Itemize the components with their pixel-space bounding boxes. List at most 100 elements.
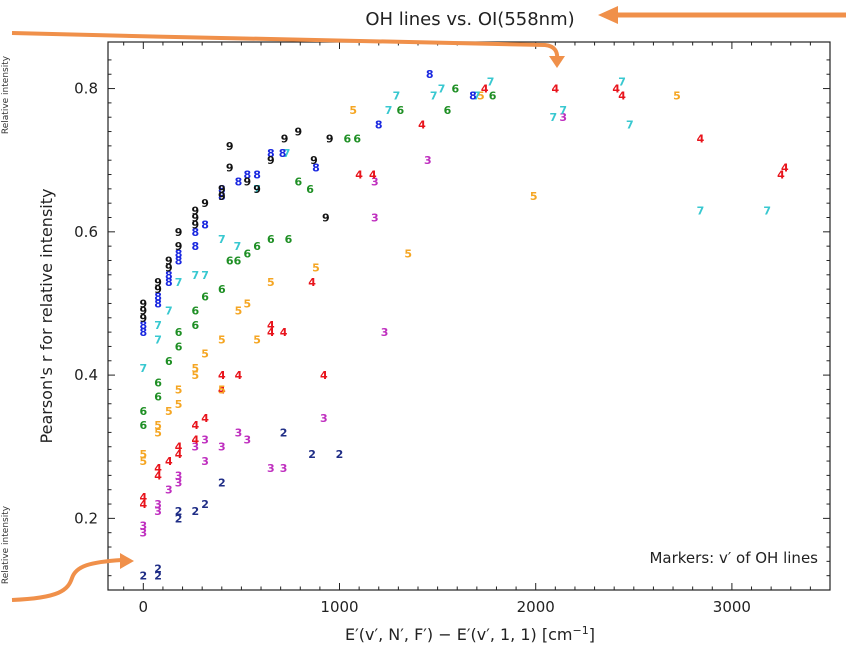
x-axis-label: E′(v′, N′, F′) − E′(v′, 1, 1) [cm−1] — [345, 624, 595, 645]
marker-v3: 3 — [280, 462, 288, 475]
marker-v6: 6 — [294, 176, 302, 189]
marker-v3: 3 — [201, 455, 209, 468]
marker-v3: 3 — [201, 434, 209, 447]
marker-v9: 9 — [218, 183, 226, 196]
side-label-bottom: Relative intensity — [1, 505, 11, 584]
marker-v2: 2 — [191, 505, 199, 518]
marker-v3: 3 — [191, 441, 199, 454]
marker-v5: 5 — [154, 419, 162, 432]
marker-v7: 7 — [218, 233, 226, 246]
marker-v7: 7 — [618, 75, 626, 88]
marker-v6: 6 — [191, 305, 199, 318]
marker-v4: 4 — [280, 326, 288, 339]
y-tick-label: 0.4 — [74, 366, 98, 384]
marker-v8: 8 — [375, 118, 383, 131]
marker-v2: 2 — [218, 477, 226, 490]
marker-v4: 4 — [191, 419, 199, 432]
marker-v8: 8 — [469, 90, 477, 103]
marker-v7: 7 — [139, 362, 147, 375]
marker-v8: 8 — [139, 326, 147, 339]
marker-v9: 9 — [326, 133, 334, 146]
marker-v7: 7 — [438, 83, 446, 96]
marker-v3: 3 — [267, 462, 275, 475]
marker-v2: 2 — [139, 570, 147, 583]
marker-v4: 4 — [267, 326, 275, 339]
marker-v8: 8 — [165, 276, 173, 289]
marker-v3: 3 — [559, 111, 567, 124]
x-tick-label: 2000 — [517, 598, 555, 616]
marker-v9: 9 — [310, 154, 318, 167]
marker-v9: 9 — [175, 226, 183, 239]
marker-v7: 7 — [283, 147, 291, 160]
marker-v7: 7 — [234, 240, 242, 253]
marker-v9: 9 — [253, 183, 261, 196]
marker-v8: 8 — [175, 247, 183, 260]
marker-v8: 8 — [139, 319, 147, 332]
marker-v4: 4 — [201, 412, 209, 425]
marker-v3: 3 — [371, 212, 379, 225]
marker-v7: 7 — [559, 104, 567, 117]
marker-v3: 3 — [175, 477, 183, 490]
marker-v9: 9 — [201, 197, 209, 210]
y-tick-label: 0.2 — [74, 509, 98, 527]
marker-v8: 8 — [267, 147, 275, 160]
marker-v4: 4 — [175, 448, 183, 461]
marker-v8: 8 — [175, 254, 183, 267]
x-tick-label: 3000 — [713, 598, 751, 616]
marker-v4: 4 — [697, 133, 705, 146]
marker-v5: 5 — [243, 297, 251, 310]
marker-v5: 5 — [191, 362, 199, 375]
marker-v9: 9 — [139, 305, 147, 318]
marker-v8: 8 — [191, 240, 199, 253]
markers-annotation: Markers: v′ of OH lines — [649, 549, 818, 567]
marker-v8: 8 — [235, 176, 243, 189]
marker-v8: 8 — [165, 269, 173, 282]
marker-v8: 8 — [201, 219, 209, 232]
marker-v4: 4 — [218, 369, 226, 382]
marker-v8: 8 — [243, 169, 251, 182]
marker-v6: 6 — [353, 133, 361, 146]
marker-v7: 7 — [253, 183, 261, 196]
marker-v9: 9 — [294, 126, 302, 139]
title-callout-arrow-head — [598, 6, 618, 24]
marker-v4: 4 — [418, 118, 426, 131]
marker-v4: 4 — [267, 319, 275, 332]
marker-v7: 7 — [697, 204, 705, 217]
marker-v9: 9 — [243, 176, 251, 189]
marker-v4: 4 — [355, 169, 363, 182]
marker-v5: 5 — [235, 305, 243, 318]
marker-v8: 8 — [426, 68, 434, 81]
y-tick-label: 0.6 — [74, 223, 98, 241]
marker-v5: 5 — [404, 247, 412, 260]
marker-v6: 6 — [139, 405, 147, 418]
marker-v9: 9 — [281, 133, 289, 146]
marker-v6: 6 — [175, 326, 183, 339]
marker-v6: 6 — [444, 104, 452, 117]
marker-v7: 7 — [191, 269, 199, 282]
bottom-curve-arrow — [11, 558, 123, 602]
marker-v9: 9 — [191, 219, 199, 232]
marker-v7: 7 — [175, 276, 183, 289]
x-tick-label: 1000 — [320, 598, 358, 616]
marker-v8: 8 — [154, 297, 162, 310]
marker-v4: 4 — [154, 469, 162, 482]
marker-v7: 7 — [550, 111, 558, 124]
marker-v4: 4 — [175, 441, 183, 454]
marker-v6: 6 — [154, 376, 162, 389]
marker-v3: 3 — [154, 505, 162, 518]
marker-v5: 5 — [165, 405, 173, 418]
marker-v6: 6 — [201, 290, 209, 303]
top-curve-arrow — [11, 31, 560, 61]
marker-v6: 6 — [154, 391, 162, 404]
marker-v3: 3 — [320, 412, 328, 425]
marker-v9: 9 — [191, 212, 199, 225]
marker-v2: 2 — [175, 512, 183, 525]
marker-v7: 7 — [626, 118, 634, 131]
marker-v2: 2 — [308, 448, 316, 461]
marker-v5: 5 — [530, 190, 538, 203]
marker-v9: 9 — [175, 240, 183, 253]
marker-v2: 2 — [201, 498, 209, 511]
marker-v6: 6 — [139, 419, 147, 432]
